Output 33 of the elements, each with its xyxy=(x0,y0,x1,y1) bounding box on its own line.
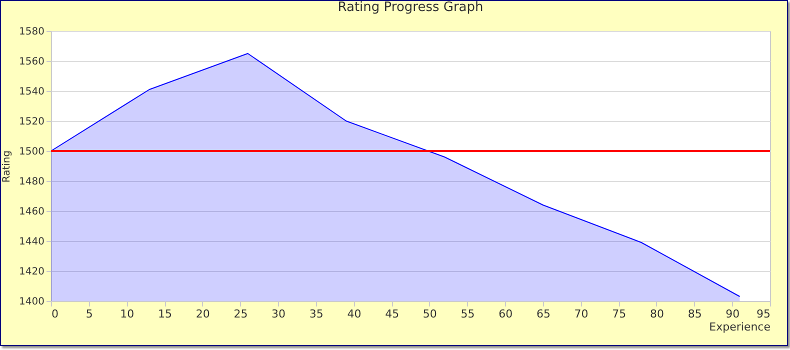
x-axis-title: Experience xyxy=(709,320,771,334)
x-tick-label: 65 xyxy=(536,308,550,320)
y-tick-label: 1400 xyxy=(19,296,44,308)
y-tick-label: 1520 xyxy=(19,116,44,128)
y-tick-label: 1560 xyxy=(19,56,44,68)
x-tick-label: 5 xyxy=(86,308,93,320)
y-tick-label: 1460 xyxy=(19,206,44,218)
chart-title: Rating Progress Graph xyxy=(338,0,484,15)
x-tick-label: 20 xyxy=(196,308,210,320)
x-tick-label: 0 xyxy=(52,308,58,320)
x-tick-label: 15 xyxy=(158,308,172,320)
x-tick-label: 55 xyxy=(460,308,475,320)
x-tick-label: 70 xyxy=(574,308,588,320)
x-tick-label: 95 xyxy=(756,308,770,320)
y-tick-label: 1580 xyxy=(19,26,44,38)
y-axis-title: Rating xyxy=(2,150,12,183)
x-tick-label: 60 xyxy=(498,308,513,320)
x-tick-label: 90 xyxy=(726,308,740,320)
x-tick-label: 85 xyxy=(688,308,702,320)
x-tick-label: 75 xyxy=(612,308,626,320)
x-tick-label: 45 xyxy=(385,308,400,320)
x-tick-label: 50 xyxy=(422,308,437,320)
x-tick-label: 40 xyxy=(347,308,362,320)
x-tick-label: 10 xyxy=(120,308,134,320)
x-tick-label: 30 xyxy=(272,308,286,320)
y-tick-label: 1480 xyxy=(19,176,44,188)
x-tick-label: 80 xyxy=(650,308,664,320)
y-tick-label: 1500 xyxy=(19,146,44,158)
x-tick-label: 25 xyxy=(234,308,248,320)
x-tick-label: 35 xyxy=(309,308,324,320)
y-tick-label: 1540 xyxy=(19,86,44,98)
y-tick-label: 1440 xyxy=(19,236,44,248)
y-tick-label: 1420 xyxy=(19,266,44,278)
